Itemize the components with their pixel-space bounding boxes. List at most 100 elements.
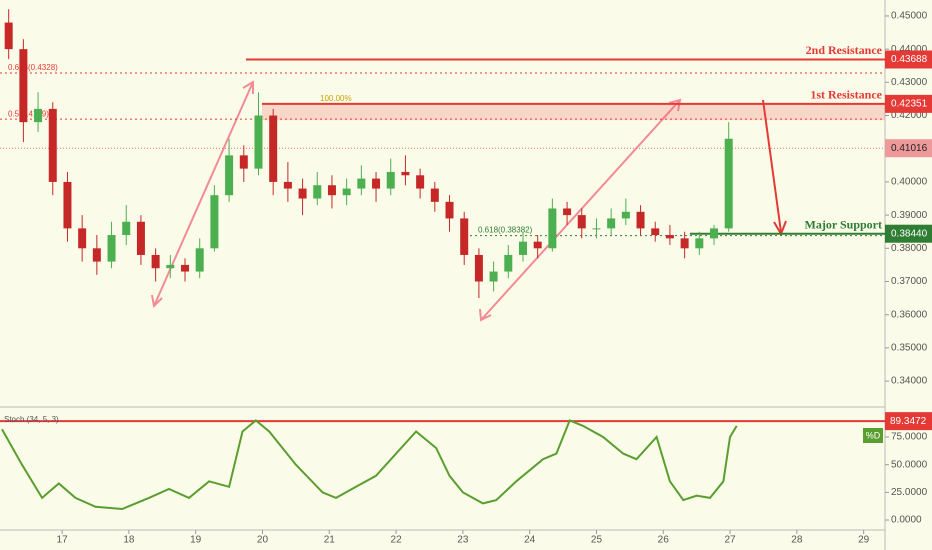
candle-body (210, 195, 219, 249)
candle-body (621, 211, 630, 219)
candle-body (489, 271, 498, 282)
candle-body (107, 235, 116, 262)
y-tick-label: 0.34000 (891, 376, 928, 387)
fib-label: 100.00% (320, 94, 352, 103)
candle-body (225, 155, 234, 196)
candle-body (372, 178, 381, 189)
candle-body (269, 115, 278, 182)
y-tick-label: 0.0000 (891, 515, 922, 526)
candle-body (283, 181, 292, 189)
legend-badge (863, 428, 883, 443)
y-tick-label: 0.44000 (891, 44, 928, 55)
last-price-label: 0.41016 (891, 143, 928, 154)
x-tick-label: 26 (658, 535, 670, 546)
candle-body (460, 218, 469, 255)
y-tick-label: 0.35000 (891, 343, 928, 354)
candle-body (34, 108, 43, 123)
candle-body (430, 188, 439, 202)
candle-body (48, 108, 57, 182)
candle-body (710, 228, 719, 239)
candle-body (166, 264, 175, 269)
level-name: 1st Resistance (810, 88, 882, 102)
x-tick-label: 28 (791, 535, 803, 546)
candle-body (78, 228, 87, 249)
y-tick-label: 0.45000 (891, 11, 928, 22)
fib-label: 0.5(0.4189) (8, 109, 49, 118)
resistance-zone (262, 103, 885, 121)
stoch-line (1, 419, 738, 511)
candle-body (195, 248, 204, 272)
candle-body (518, 241, 527, 255)
fib-label: 0.618(0.38382) (478, 226, 533, 235)
candle-body (386, 171, 395, 189)
y-tick-label: 0.40000 (891, 177, 928, 188)
level-name: 2nd Resistance (806, 43, 883, 57)
x-tick-label: 17 (57, 535, 69, 546)
x-tick-label: 19 (190, 535, 202, 546)
candle-body (4, 22, 13, 50)
candle-body (401, 171, 410, 176)
x-tick-label: 21 (324, 535, 336, 546)
candle-body (254, 115, 263, 169)
candle-body (607, 218, 616, 229)
candle-body (651, 228, 660, 236)
candle-body (592, 228, 601, 230)
candle-body (239, 155, 248, 169)
candle-body (695, 238, 704, 249)
candle-body (636, 211, 645, 229)
level-tag (885, 224, 932, 243)
candle-body (298, 188, 307, 199)
x-tick-label: 29 (858, 535, 870, 546)
candle-body (151, 254, 160, 269)
candle-body (92, 248, 101, 262)
x-tick-label: 22 (391, 535, 403, 546)
y-tick-label: 0.39000 (891, 210, 928, 221)
y-tick-label: 0.37000 (891, 276, 928, 287)
x-tick-label: 23 (457, 535, 469, 546)
x-tick-label: 25 (591, 535, 603, 546)
y-tick-label: 0.38000 (891, 243, 928, 254)
candle-body (724, 138, 733, 229)
last-price-tag (885, 139, 932, 158)
y-tick-label: 75.0000 (891, 432, 928, 443)
candle-body (533, 241, 542, 249)
candle-body (504, 254, 513, 272)
level-tag (885, 94, 932, 113)
candle-body (474, 254, 483, 282)
candle-body (122, 221, 131, 236)
candle-body (577, 215, 586, 229)
level-value: 0.42351 (891, 99, 928, 110)
stoch-level-tag (885, 412, 932, 431)
fib-label: 0.618(0.4328) (8, 63, 58, 72)
candle-body (548, 208, 557, 249)
candle-body (181, 264, 190, 272)
y-tick-label: 50.0000 (891, 459, 928, 470)
candle-body (445, 201, 454, 219)
candle-body (563, 208, 572, 216)
candle-body (19, 49, 28, 123)
candle-body (63, 181, 72, 229)
y-tick-label: 0.43000 (891, 77, 928, 88)
level-name: Major Support (805, 217, 882, 231)
x-tick-label: 18 (123, 535, 135, 546)
level-tag (885, 50, 932, 69)
x-tick-label: 27 (724, 535, 736, 546)
level-value: 0.43688 (891, 54, 928, 65)
candle-body (680, 238, 689, 249)
y-tick-label: 0.36000 (891, 309, 928, 320)
y-tick-label: 25.0000 (891, 487, 928, 498)
candle-body (665, 235, 674, 239)
candle-body (342, 188, 351, 196)
candle-body (313, 185, 322, 199)
indicator-name: Stoch (34, 5, 3) (4, 415, 59, 424)
stoch-level-label: 89.3472 (890, 416, 927, 427)
x-tick-label: 24 (524, 535, 536, 546)
candle-body (416, 175, 425, 189)
candle-body (357, 178, 366, 189)
level-value: 0.38440 (891, 228, 928, 239)
y-tick-label: 0.42000 (891, 110, 928, 121)
candle-body (136, 221, 145, 255)
x-tick-label: 20 (257, 535, 269, 546)
